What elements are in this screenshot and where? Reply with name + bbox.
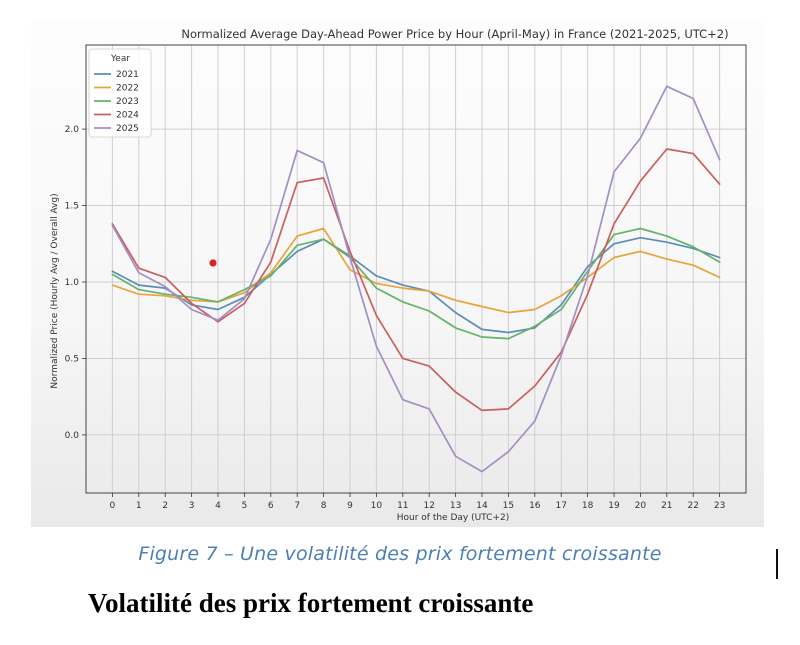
- legend-label-2022: 2022: [116, 84, 139, 94]
- series-line-2023: [111, 227, 721, 340]
- y-tick-label: 0.0: [65, 431, 80, 441]
- series-line-2025: [111, 85, 721, 473]
- x-tick-label: 3: [189, 501, 195, 511]
- x-tick-label: 7: [294, 501, 300, 511]
- x-tick-label: 18: [582, 501, 594, 511]
- x-tick-label: 1: [136, 501, 142, 511]
- x-axis-label: Hour of the Day (UTC+2): [397, 513, 509, 523]
- x-tick-label: 2: [162, 501, 168, 511]
- y-tick-label: 2.0: [65, 125, 80, 135]
- figure-caption: Figure 7 – Une volatilité des prix forte…: [138, 543, 662, 565]
- axis-ticks: 0 1 2 3 4 5 6 7 8 9 10 11 12 13 14 15 16 17 18 19 20 21 22 230.…: [65, 125, 726, 511]
- legend-label-2021: 2021: [116, 70, 139, 80]
- x-tick-label: 14: [476, 501, 488, 511]
- x-tick-label: 4: [215, 501, 221, 511]
- x-tick-label: 21: [661, 501, 672, 511]
- x-tick-label: 8: [321, 501, 327, 511]
- x-tick-label: 11: [397, 501, 408, 511]
- y-tick-label: 1.0: [65, 278, 80, 288]
- legend-label-2023: 2023: [116, 97, 139, 107]
- x-tick-label: 17: [555, 501, 566, 511]
- chart-title: Normalized Average Day-Ahead Power Price…: [181, 27, 728, 41]
- x-tick-label: 0: [110, 501, 116, 511]
- x-tick-label: 23: [714, 501, 725, 511]
- y-tick-label: 1.5: [65, 202, 79, 212]
- y-tick-label: 0.5: [65, 354, 79, 364]
- legend-label-2024: 2024: [116, 111, 139, 121]
- series-line-2021: [111, 236, 721, 334]
- series-line-2024: [111, 148, 721, 412]
- x-tick-label: 19: [608, 501, 620, 511]
- legend: Year 2021 2022 2023 2024 2025: [88, 48, 152, 138]
- x-tick-label: 13: [450, 501, 461, 511]
- x-tick-label: 6: [268, 501, 274, 511]
- x-tick-label: 12: [423, 501, 434, 511]
- text-cursor: [776, 549, 778, 579]
- x-tick-label: 10: [371, 501, 383, 511]
- x-tick-label: 20: [635, 501, 647, 511]
- x-tick-label: 16: [529, 501, 541, 511]
- series-lines: [111, 85, 721, 473]
- section-heading: Volatilité des prix fortement croissante: [88, 588, 534, 618]
- grid-lines: [86, 45, 746, 493]
- plot-border: [85, 44, 747, 494]
- chart-frame: Normalized Average Day-Ahead Power Price…: [31, 20, 764, 527]
- line-chart: Normalized Average Day-Ahead Power Price…: [50, 27, 747, 523]
- legend-label-2025: 2025: [116, 124, 139, 134]
- red-marker-dot: [209, 259, 217, 267]
- x-tick-label: 22: [687, 501, 698, 511]
- y-axis-label: Normalized Price (Hourly Avg / Overall A…: [50, 193, 60, 388]
- x-tick-label: 9: [347, 501, 353, 511]
- x-tick-label: 5: [242, 501, 248, 511]
- x-tick-label: 15: [503, 501, 514, 511]
- legend-title: Year: [110, 54, 130, 64]
